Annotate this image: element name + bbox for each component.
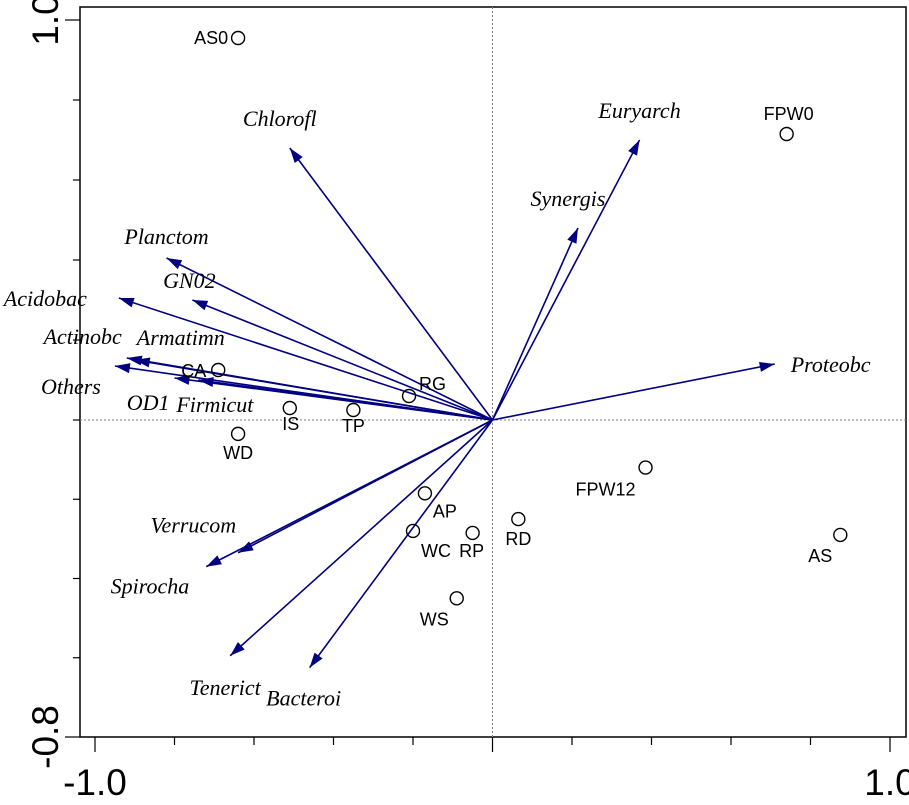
species-label: Others [41, 374, 101, 399]
site-point [638, 460, 653, 475]
x-tick-label: 1.0 [864, 762, 909, 803]
species-arrow [309, 419, 494, 669]
y-tick-label: 1.0 [25, 0, 66, 46]
site-label: RP [459, 541, 484, 561]
site-label: AS0 [194, 28, 228, 48]
site-point [346, 402, 361, 418]
site-point [230, 426, 246, 442]
species-label: GN02 [163, 268, 216, 293]
site-label: WS [420, 609, 449, 629]
species-arrow [118, 297, 493, 421]
site-point [401, 388, 417, 404]
species-arrow [492, 363, 775, 421]
arrowhead [192, 300, 209, 311]
species-label: Armatimn [135, 325, 225, 350]
species-arrow [134, 359, 493, 421]
species-label: Proteobc [790, 352, 871, 377]
site-label: CA [181, 361, 206, 381]
species-arrow [166, 257, 493, 421]
arrowhead [198, 377, 214, 387]
arrowhead [309, 652, 323, 668]
site-point [417, 486, 433, 501]
arrowhead [114, 363, 131, 374]
site-point [282, 400, 297, 416]
species-arrow [491, 227, 579, 421]
site-point [211, 362, 226, 378]
arrowhead [759, 362, 775, 372]
site-label: RD [505, 529, 531, 549]
site-label: AP [433, 501, 457, 521]
species-label: Chlorofl [243, 106, 317, 131]
arrowhead [166, 258, 183, 270]
site-point [449, 591, 464, 606]
site-point [833, 527, 848, 543]
arrowhead [206, 555, 222, 567]
arrowhead [126, 355, 143, 366]
arrowhead [230, 642, 245, 656]
species-label: Euryarch [597, 98, 680, 123]
arrowhead [289, 148, 303, 164]
arrowhead [134, 357, 151, 368]
species-label: Bacteroi [266, 686, 341, 711]
species-arrow [198, 379, 493, 421]
species-arrow [205, 419, 493, 568]
species-label: Actinobc [42, 324, 122, 349]
arrowhead [118, 297, 135, 308]
species-arrow [229, 419, 494, 657]
species-label: Planctom [123, 224, 208, 249]
species-arrow [491, 139, 641, 421]
site-label: AS [808, 546, 832, 566]
arrowhead [628, 140, 640, 156]
species-label: Verrucom [151, 513, 237, 538]
site-label: RG [419, 374, 446, 394]
site-label: FPW12 [576, 480, 636, 500]
site-label: WC [421, 541, 451, 561]
site-point [779, 126, 794, 142]
species-label: Firmicut [175, 392, 254, 417]
x-tick-label: -1.0 [63, 762, 127, 803]
species-label: Acidobac [2, 286, 87, 311]
species-label: Synergis [530, 186, 605, 211]
site-point [230, 30, 246, 46]
species-label: OD1 [127, 390, 170, 415]
arrowhead [174, 375, 191, 385]
species-label: Tenerict [190, 675, 262, 700]
site-label: TP [342, 416, 365, 436]
site-point [405, 523, 421, 539]
species-label: Spirocha [111, 574, 190, 599]
arrowhead [567, 228, 578, 244]
site-label: WD [223, 443, 253, 463]
species-arrow [192, 299, 493, 421]
site-label: IS [282, 414, 299, 434]
site-point [465, 525, 480, 541]
species-arrow [289, 147, 494, 421]
site-point [511, 511, 526, 527]
site-label: FPW0 [764, 104, 814, 124]
y-tick-label: -0.8 [25, 705, 66, 769]
